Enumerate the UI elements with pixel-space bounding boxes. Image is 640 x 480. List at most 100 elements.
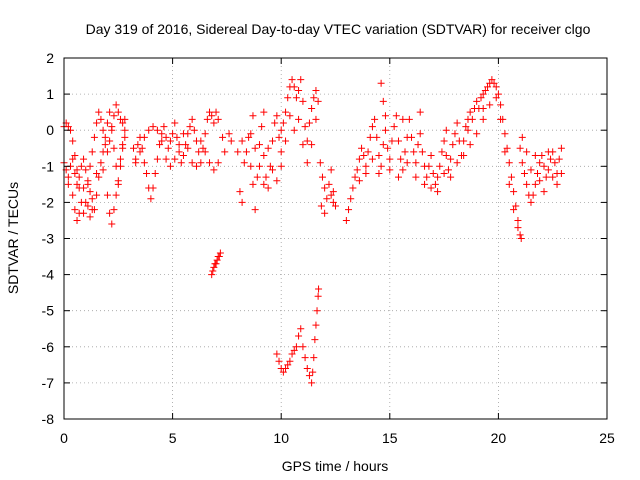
data-point [440,170,448,178]
data-point [106,137,114,145]
data-point [397,155,405,163]
data-point [156,141,164,149]
data-point [266,162,274,170]
data-point [284,94,292,102]
data-point [134,141,142,149]
data-point [162,155,170,163]
data-point [101,133,109,141]
data-point [210,263,218,271]
data-point [277,148,285,156]
data-point [192,162,200,170]
data-point [116,162,124,170]
data-point [71,151,79,159]
data-point [97,159,105,167]
data-point [173,133,181,141]
data-point [151,170,159,178]
data-point [295,86,303,94]
data-point [297,76,305,84]
data-point [210,166,218,174]
data-point [145,126,153,134]
data-point [219,133,227,141]
data-point [544,148,552,156]
data-point [368,123,376,131]
data-point [169,130,177,138]
data-point [93,191,101,199]
data-point [392,112,400,120]
data-point [527,198,535,206]
data-point [84,202,92,210]
x-tick-label: 5 [169,430,177,446]
data-point [264,144,272,152]
data-point [149,184,157,192]
data-point [353,166,361,174]
data-point [64,123,72,131]
data-point [312,115,320,123]
data-point [119,141,127,149]
data-point [347,195,355,203]
data-point [442,151,450,159]
data-point [184,144,192,152]
data-point [410,148,418,156]
data-point [366,133,374,141]
data-point [488,76,496,84]
data-point [342,216,350,224]
y-tick-label: 1 [46,86,54,102]
data-point [171,119,179,127]
data-point [362,170,370,178]
y-tick-label: -1 [42,158,55,174]
data-point [399,115,407,123]
data-point [412,159,420,167]
data-point [316,159,324,167]
data-point [215,253,223,261]
data-point [379,97,387,105]
data-point [318,173,326,181]
data-point [255,162,263,170]
data-point [147,195,155,203]
data-point [106,209,114,217]
data-point [305,119,313,127]
data-point [314,97,322,105]
data-point [73,166,81,174]
data-point [213,256,221,264]
data-point [203,115,211,123]
data-point [88,206,96,214]
y-tick-label: -3 [42,231,55,247]
data-point [164,144,172,152]
data-point [447,155,455,163]
data-point [368,155,376,163]
data-point [188,159,196,167]
data-point [427,184,435,192]
data-point [299,343,307,351]
data-point [140,133,148,141]
data-point [206,108,214,116]
data-point [497,115,505,123]
data-point [273,350,281,358]
data-point [531,151,539,159]
data-point [201,130,209,138]
data-point [414,141,422,149]
data-point [197,159,205,167]
data-point [507,173,515,181]
data-point [106,108,114,116]
data-point [277,162,285,170]
data-point [260,108,268,116]
data-point [290,346,298,354]
data-point [290,83,298,91]
data-point [321,184,329,192]
data-point [329,188,337,196]
data-point [303,137,311,145]
data-point [310,94,318,102]
data-point [201,148,209,156]
data-point [282,108,290,116]
x-tick-label: 10 [273,430,289,446]
data-point [512,202,520,210]
data-point [264,184,272,192]
data-point [279,368,287,376]
data-point [99,148,107,156]
data-point [527,166,535,174]
data-point [479,90,487,98]
data-point [175,141,183,149]
data-point [473,97,481,105]
data-point [275,133,283,141]
